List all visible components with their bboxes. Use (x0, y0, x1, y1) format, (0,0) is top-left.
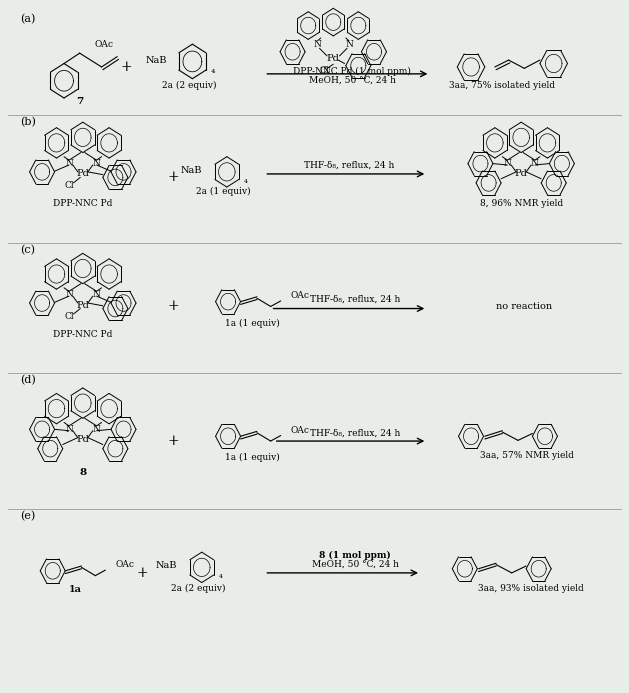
Text: OAc: OAc (115, 560, 135, 569)
Text: 7: 7 (76, 97, 83, 106)
Text: 3aa, 93% isolated yield: 3aa, 93% isolated yield (477, 584, 584, 593)
Text: N: N (92, 159, 101, 168)
Text: ₄: ₄ (243, 175, 248, 184)
Text: Pd: Pd (327, 54, 340, 63)
Text: 1a: 1a (69, 585, 82, 594)
Text: 3aa, 57% NMR yield: 3aa, 57% NMR yield (481, 451, 574, 460)
Text: 2a (2 equiv): 2a (2 equiv) (162, 81, 216, 90)
Text: Cl: Cl (64, 313, 74, 322)
Text: Cl: Cl (319, 66, 329, 75)
Text: DPP-NNC Pd: DPP-NNC Pd (53, 199, 113, 208)
Text: (b): (b) (20, 117, 36, 128)
Text: N: N (503, 159, 511, 168)
Text: N: N (65, 425, 73, 434)
Text: 2a (2 equiv): 2a (2 equiv) (171, 584, 226, 593)
Text: Pd: Pd (515, 170, 528, 178)
Text: +: + (121, 60, 133, 74)
Text: (c): (c) (20, 245, 35, 255)
Text: +: + (168, 434, 179, 448)
Text: OAc: OAc (291, 291, 309, 300)
Text: THF-δ₈, reflux, 24 h: THF-δ₈, reflux, 24 h (310, 428, 401, 437)
Text: Pd: Pd (76, 170, 89, 178)
Text: (d): (d) (20, 374, 36, 385)
Text: no reaction: no reaction (496, 302, 552, 311)
Text: 8, 96% NMR yield: 8, 96% NMR yield (479, 199, 563, 208)
Text: NaB: NaB (181, 166, 202, 175)
Text: N: N (345, 40, 353, 49)
Text: THF-δ₈, reflux, 24 h: THF-δ₈, reflux, 24 h (310, 295, 401, 304)
Text: NaB: NaB (155, 561, 177, 570)
Text: MeOH, 50 °C, 24 h: MeOH, 50 °C, 24 h (309, 76, 396, 85)
Text: N: N (65, 290, 73, 299)
Text: N: N (314, 40, 321, 49)
Text: Pd: Pd (76, 435, 89, 444)
Text: Pd: Pd (76, 301, 89, 310)
Text: Cl: Cl (64, 181, 74, 190)
Text: +: + (136, 566, 148, 580)
Text: N: N (92, 290, 101, 299)
Text: DPP-NNC Pd (1 mol ppm): DPP-NNC Pd (1 mol ppm) (293, 67, 411, 76)
Text: N: N (92, 425, 101, 434)
Text: N: N (531, 159, 539, 168)
Text: ₄: ₄ (211, 65, 216, 76)
Text: (e): (e) (20, 511, 35, 520)
Text: MeOH, 50 °C, 24 h: MeOH, 50 °C, 24 h (312, 559, 399, 568)
Text: ₄: ₄ (219, 571, 223, 580)
Text: NaB: NaB (146, 55, 167, 64)
Text: OAc: OAc (291, 426, 309, 435)
Text: 3aa, 75% isolated yield: 3aa, 75% isolated yield (449, 81, 555, 90)
Text: +: + (168, 299, 179, 313)
Text: 2a (1 equiv): 2a (1 equiv) (196, 186, 251, 195)
Text: DPP-NNC Pd: DPP-NNC Pd (53, 331, 113, 340)
Text: 1a (1 equiv): 1a (1 equiv) (225, 319, 279, 328)
Text: (a): (a) (20, 13, 36, 24)
Text: 1a (1 equiv): 1a (1 equiv) (225, 453, 279, 462)
Text: N: N (65, 159, 73, 168)
Text: 8: 8 (79, 468, 86, 477)
Text: +: + (168, 170, 179, 184)
Text: 8 (1 mol ppm): 8 (1 mol ppm) (320, 550, 391, 559)
Text: OAc: OAc (95, 40, 114, 49)
Text: THF-δ₈, reflux, 24 h: THF-δ₈, reflux, 24 h (304, 161, 394, 170)
